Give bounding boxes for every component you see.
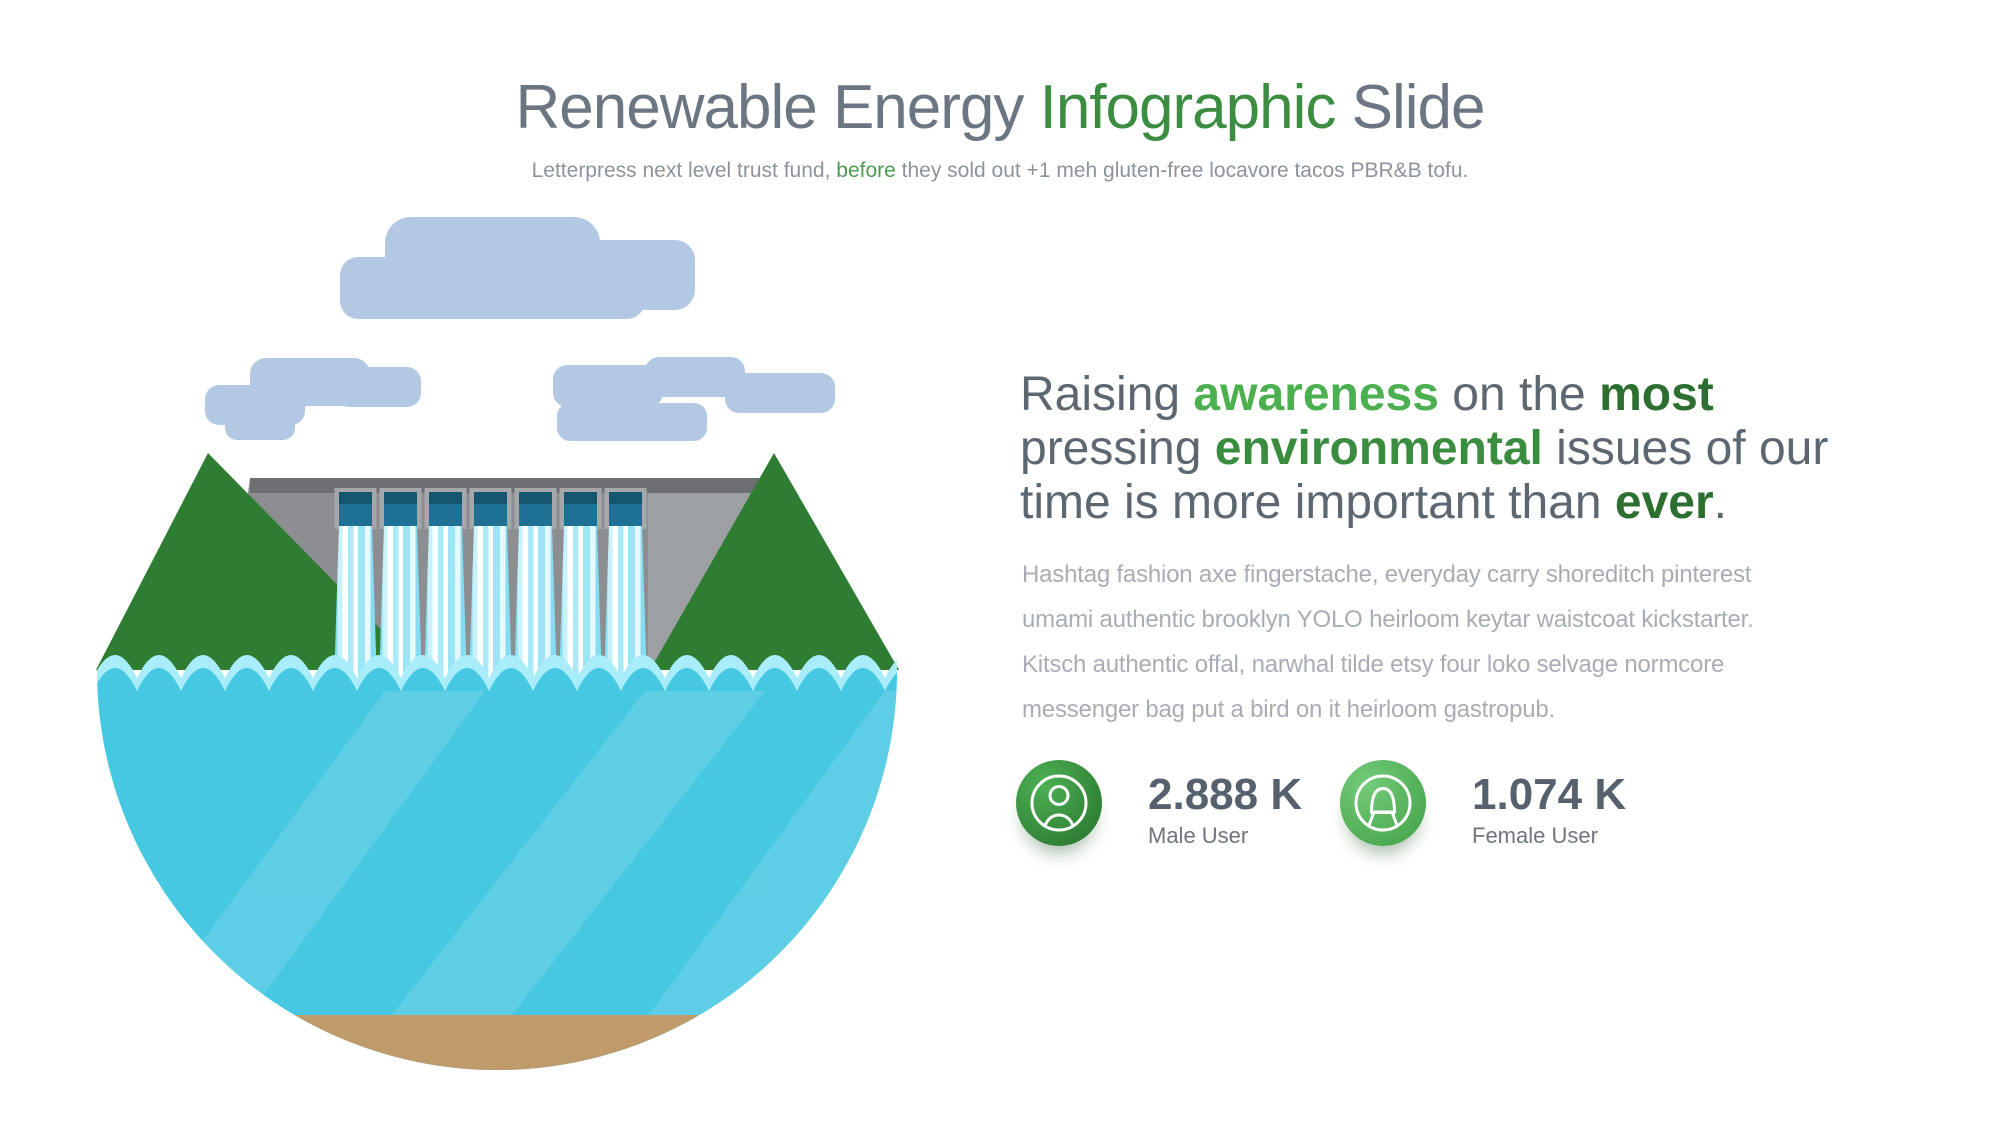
heading-segment: pressing: [1020, 422, 1215, 475]
sand-bottom: [235, 1015, 755, 1070]
stat-text: 2.888 K Male User: [1148, 772, 1302, 848]
subtitle-part-post: they sold out +1 meh gluten-free locavor…: [895, 159, 1469, 182]
heading-segment: on the: [1438, 368, 1600, 421]
title-part-gray1: Renewable Energy: [515, 73, 1040, 142]
heading-segment-most: most: [1599, 368, 1714, 421]
stat-label: Male User: [1148, 823, 1249, 848]
title-part-gray2: Slide: [1335, 73, 1486, 142]
page-title: Renewable Energy Infographic Slide: [0, 70, 2000, 146]
heading-segment-ever: ever: [1614, 476, 1714, 529]
body-line: Hashtag fashion axe fingerstache, everyd…: [1022, 561, 1752, 588]
female-user-icon: [1340, 760, 1426, 846]
section-heading: Raising awareness on the most pressing e…: [1020, 368, 1860, 530]
body-paragraph: Hashtag fashion axe fingerstache, everyd…: [1022, 552, 1754, 732]
cloud-icon-right: [553, 357, 835, 441]
heading-segment: issues of our time is more important tha…: [1020, 422, 1829, 529]
subtitle-part-green: before: [836, 159, 896, 182]
spillway-water-columns: [333, 526, 648, 700]
stat-value: 1.074 K: [1472, 770, 1627, 819]
stat-female-user: 1.074 K Female User: [1340, 760, 1626, 848]
title-part-green: Infographic: [1039, 73, 1337, 142]
stat-male-user: 2.888 K Male User: [1016, 760, 1302, 848]
heading-segment-environmental: environmental: [1214, 422, 1543, 475]
body-line: Kitsch authentic offal, narwhal tilde et…: [1022, 651, 1725, 678]
mountain-right: [650, 453, 899, 670]
stat-value: 2.888 K: [1148, 770, 1303, 819]
slide-header: Renewable Energy Infographic Slide Lette…: [0, 70, 2000, 184]
subtitle-part-pre: Letterpress next level trust fund,: [531, 159, 837, 182]
cloud-icon-large: [340, 217, 695, 319]
water-body: [97, 655, 897, 1070]
hydro-dam-illustration: [96, 217, 899, 1070]
body-line: umami authentic brooklyn YOLO heirloom k…: [1022, 606, 1754, 633]
heading-segment: .: [1713, 476, 1727, 529]
heading-segment-awareness: awareness: [1193, 368, 1439, 421]
cloud-icon-left: [205, 358, 421, 440]
heading-segment: Raising: [1020, 368, 1194, 421]
stat-text: 1.074 K Female User: [1472, 772, 1626, 848]
user-stats-row: 2.888 K Male User 1.074 K Female User: [1016, 760, 1626, 848]
male-user-icon: [1016, 760, 1102, 846]
dam-gates: [334, 488, 647, 529]
stat-label: Female User: [1472, 823, 1598, 848]
slide-subtitle: Letterpress next level trust fund, befor…: [0, 158, 2000, 184]
body-line: messenger bag put a bird on it heirloom …: [1022, 696, 1555, 723]
